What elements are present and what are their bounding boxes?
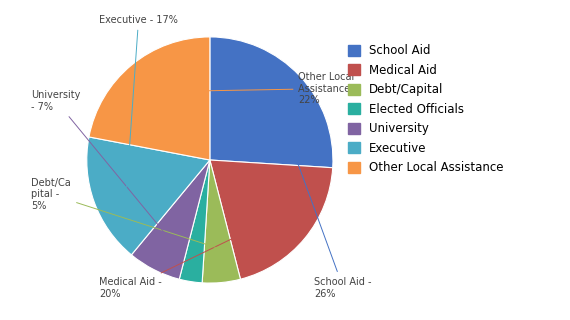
Wedge shape bbox=[179, 160, 210, 283]
Wedge shape bbox=[202, 160, 241, 283]
Text: Debt/Ca
pital -
5%: Debt/Ca pital - 5% bbox=[31, 178, 215, 247]
Wedge shape bbox=[210, 160, 333, 279]
Legend: School Aid, Medical Aid, Debt/Capital, Elected Officials, University, Executive,: School Aid, Medical Aid, Debt/Capital, E… bbox=[348, 44, 504, 174]
Wedge shape bbox=[210, 37, 333, 168]
Wedge shape bbox=[87, 137, 210, 255]
Wedge shape bbox=[89, 37, 210, 160]
Text: School Aid -
26%: School Aid - 26% bbox=[275, 102, 372, 299]
Text: Medical Aid -
20%: Medical Aid - 20% bbox=[99, 218, 276, 299]
Text: Executive - 17%: Executive - 17% bbox=[99, 15, 178, 187]
Wedge shape bbox=[132, 160, 210, 279]
Text: Other Local
Assistance -
22%: Other Local Assistance - 22% bbox=[156, 72, 357, 105]
Text: University
- 7%: University - 7% bbox=[31, 90, 168, 237]
